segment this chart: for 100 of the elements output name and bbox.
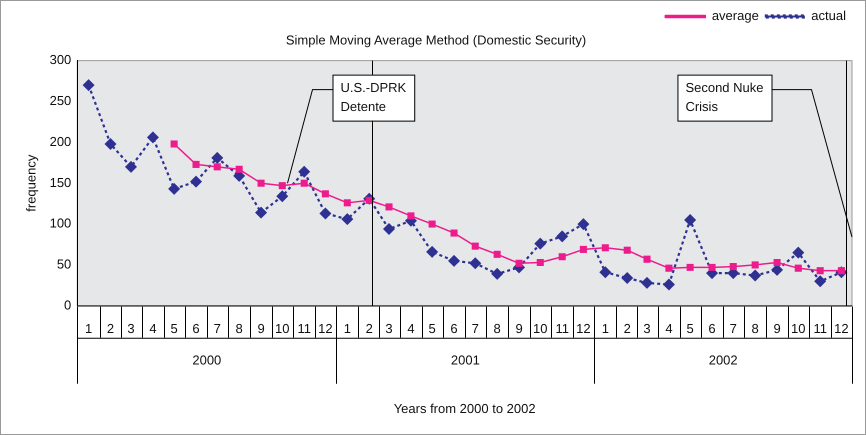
- x-tick-label: 2: [106, 321, 114, 336]
- point: [643, 256, 651, 263]
- x-tick-label: 10: [275, 321, 290, 336]
- y-tick-label: 250: [50, 93, 72, 108]
- x-tick-label: 9: [515, 321, 523, 336]
- x-tick-label: 6: [192, 321, 200, 336]
- point: [255, 206, 268, 219]
- point: [278, 182, 286, 190]
- point: [624, 246, 631, 254]
- x-tick-label: 3: [127, 321, 135, 336]
- x-tick-label: 3: [643, 321, 651, 336]
- point: [599, 266, 612, 278]
- point: [792, 246, 804, 259]
- y-tick-label: 50: [56, 256, 72, 272]
- y-tick-label: 200: [50, 134, 72, 149]
- legend-label: average: [712, 8, 759, 24]
- point: [448, 254, 460, 267]
- point: [794, 264, 802, 272]
- point: [665, 264, 672, 272]
- x-tick-label: 1: [84, 321, 92, 336]
- x-tick-label: 6: [450, 321, 458, 336]
- point: [708, 264, 716, 271]
- point: [341, 213, 354, 226]
- y-tick-label: 100: [50, 216, 72, 231]
- point: [491, 268, 504, 280]
- point: [319, 207, 332, 220]
- text: 2002: [708, 352, 738, 368]
- point: [82, 79, 95, 92]
- point: [426, 246, 438, 258]
- point: [450, 230, 458, 237]
- point: [383, 222, 396, 235]
- point: [214, 163, 221, 170]
- point: [730, 263, 737, 270]
- x-tick-label: 10: [791, 321, 806, 336]
- point: [190, 176, 202, 188]
- x-tick-label: 11: [555, 321, 569, 336]
- point: [211, 152, 224, 164]
- legend-label: actual: [811, 8, 846, 24]
- y-tick-label: 300: [50, 52, 72, 68]
- point: [494, 250, 501, 258]
- x-tick-label: 8: [494, 321, 501, 336]
- x-tick-label: 5: [428, 321, 436, 336]
- x-tick-label: 12: [576, 321, 591, 336]
- point: [192, 160, 200, 168]
- chart-title: Simple Moving Average Method (Domestic Security): [286, 32, 586, 48]
- point: [104, 138, 117, 150]
- point: [814, 275, 826, 288]
- point: [534, 238, 546, 250]
- point: [516, 260, 523, 267]
- x-tick-label: 9: [773, 321, 781, 336]
- point: [577, 218, 590, 230]
- point: [641, 276, 654, 289]
- x-tick-label: 11: [297, 321, 311, 336]
- point: [298, 166, 310, 178]
- point: [407, 212, 414, 220]
- x-tick-label: 2: [624, 321, 631, 336]
- point: [385, 203, 393, 210]
- x-tick-label: 12: [834, 321, 849, 336]
- x-tick-label: 7: [214, 321, 221, 336]
- point: [258, 180, 265, 187]
- point: [322, 190, 329, 198]
- x-tick-label: 3: [385, 321, 393, 336]
- point: [580, 246, 587, 253]
- point: [236, 166, 243, 173]
- point: [168, 182, 180, 195]
- point: [469, 257, 482, 270]
- point: [774, 258, 781, 266]
- text: 2000: [192, 352, 222, 368]
- x-tick-label: 9: [257, 321, 265, 336]
- point: [752, 261, 759, 268]
- ref-line-label: Second Nuke Crisis: [685, 80, 764, 114]
- point: [170, 140, 178, 148]
- x-tick-label: 7: [472, 321, 479, 336]
- x-tick-label: 12: [318, 321, 333, 336]
- x-tick-label: 6: [708, 321, 716, 336]
- x-tick-label: 5: [686, 321, 694, 336]
- point: [125, 160, 138, 173]
- point: [428, 220, 436, 228]
- x-tick-label: 2: [366, 321, 373, 336]
- x-tick-label: 8: [752, 321, 759, 336]
- point: [686, 264, 694, 271]
- point: [816, 267, 824, 274]
- point: [472, 242, 479, 250]
- point: [602, 244, 609, 252]
- point: [558, 253, 566, 260]
- ref-line-label: U.S.-DPRK Detente: [340, 80, 407, 114]
- x-tick-label: 8: [236, 321, 243, 336]
- point: [146, 131, 159, 144]
- x-tick-label: 4: [665, 321, 673, 336]
- y-axis-title: frequency: [23, 154, 38, 212]
- x-tick-label: 5: [170, 321, 178, 336]
- x-axis-title: Years from 2000 to 2002: [394, 400, 536, 416]
- point: [276, 190, 288, 202]
- x-tick-label: 4: [407, 321, 415, 336]
- point: [749, 270, 762, 282]
- point: [662, 278, 675, 291]
- x-tick-label: 7: [730, 321, 737, 336]
- y-tick-label: 150: [50, 174, 72, 190]
- point: [344, 199, 351, 206]
- point: [556, 230, 568, 242]
